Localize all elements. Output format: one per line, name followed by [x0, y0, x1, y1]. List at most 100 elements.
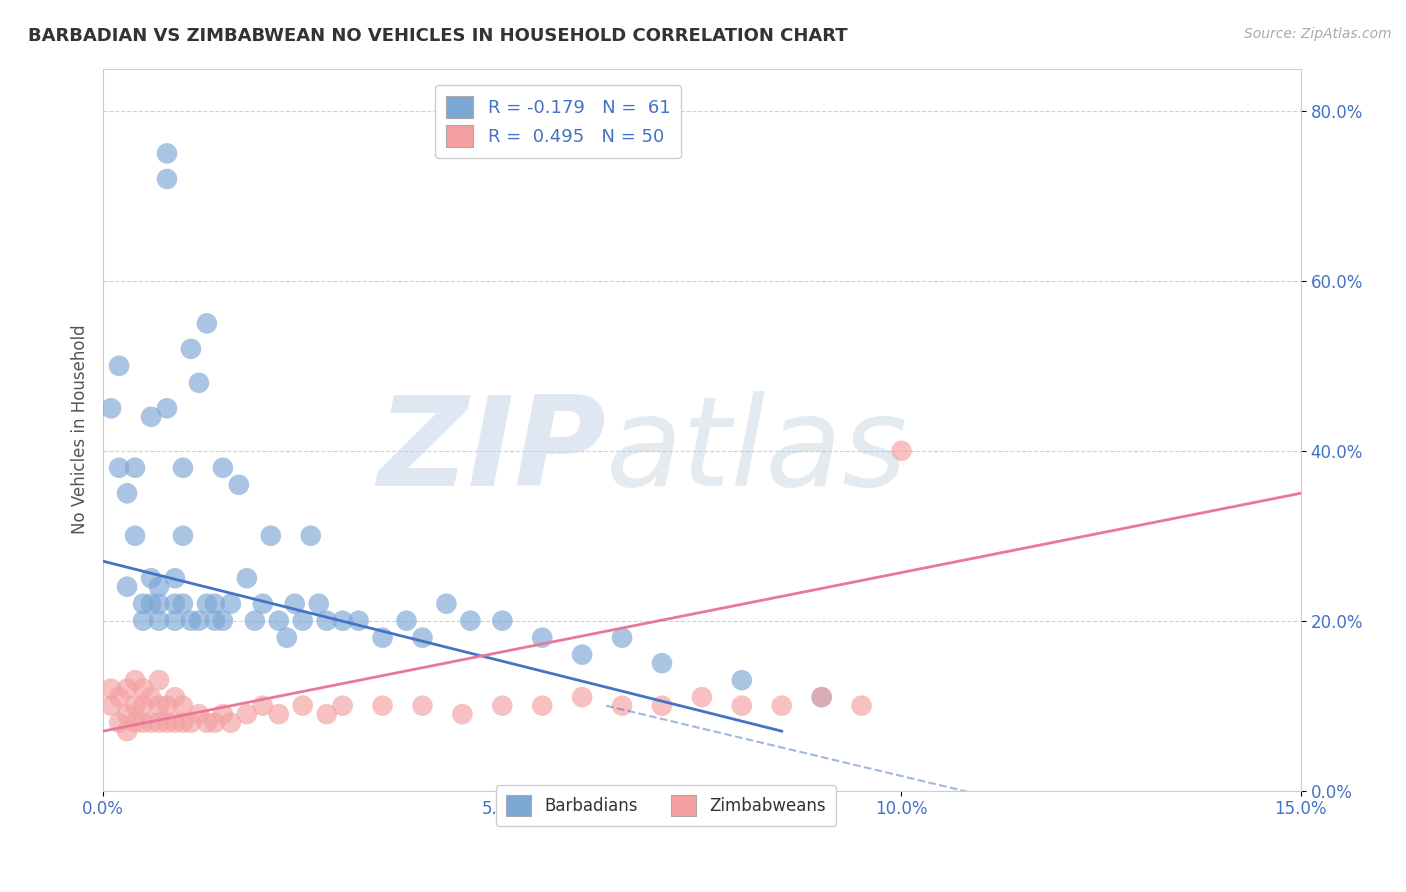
Point [731, 673, 754, 688]
Point [491, 614, 513, 628]
Point [124, 715, 146, 730]
Point [411, 631, 433, 645]
Point [291, 614, 314, 628]
Point [236, 571, 259, 585]
Point [610, 631, 633, 645]
Text: atlas: atlas [606, 391, 908, 512]
Point [180, 614, 202, 628]
Point [451, 707, 474, 722]
Point [219, 597, 242, 611]
Point [100, 681, 122, 696]
Point [139, 409, 162, 424]
Point [139, 690, 162, 705]
Point [810, 690, 832, 705]
Point [163, 715, 186, 730]
Point [132, 681, 155, 696]
Point [731, 698, 754, 713]
Point [187, 376, 209, 390]
Point [163, 597, 186, 611]
Point [571, 690, 593, 705]
Point [163, 614, 186, 628]
Point [371, 631, 394, 645]
Point [460, 614, 482, 628]
Point [100, 401, 122, 416]
Point [332, 698, 354, 713]
Point [148, 698, 170, 713]
Point [690, 690, 713, 705]
Point [172, 698, 194, 713]
Point [315, 614, 337, 628]
Point [139, 597, 162, 611]
Point [371, 698, 394, 713]
Point [115, 681, 138, 696]
Point [252, 698, 274, 713]
Point [124, 529, 146, 543]
Point [204, 597, 226, 611]
Point [228, 477, 250, 491]
Point [132, 715, 155, 730]
Point [172, 597, 194, 611]
Point [163, 571, 186, 585]
Point [267, 614, 290, 628]
Point [156, 401, 179, 416]
Point [531, 698, 554, 713]
Point [204, 614, 226, 628]
Point [260, 529, 283, 543]
Point [124, 460, 146, 475]
Point [156, 698, 179, 713]
Point [172, 460, 194, 475]
Point [212, 614, 235, 628]
Point [156, 146, 179, 161]
Point [139, 571, 162, 585]
Point [115, 486, 138, 500]
Point [252, 597, 274, 611]
Point [212, 707, 235, 722]
Point [651, 656, 673, 670]
Point [770, 698, 793, 713]
Point [132, 597, 155, 611]
Point [204, 715, 226, 730]
Point [276, 631, 298, 645]
Point [108, 460, 131, 475]
Point [491, 698, 513, 713]
Point [651, 698, 673, 713]
Point [124, 698, 146, 713]
Point [115, 580, 138, 594]
Legend: Barbadians, Zimbabweans: Barbadians, Zimbabweans [496, 785, 837, 826]
Point [347, 614, 370, 628]
Point [267, 707, 290, 722]
Point [156, 172, 179, 186]
Y-axis label: No Vehicles in Household: No Vehicles in Household [72, 325, 89, 534]
Point [156, 715, 179, 730]
Point [299, 529, 322, 543]
Point [124, 673, 146, 688]
Text: BARBADIAN VS ZIMBABWEAN NO VEHICLES IN HOUSEHOLD CORRELATION CHART: BARBADIAN VS ZIMBABWEAN NO VEHICLES IN H… [28, 27, 848, 45]
Point [195, 317, 218, 331]
Point [115, 724, 138, 739]
Point [571, 648, 593, 662]
Point [243, 614, 266, 628]
Point [332, 614, 354, 628]
Point [180, 342, 202, 356]
Point [810, 690, 832, 705]
Point [187, 707, 209, 722]
Point [395, 614, 418, 628]
Point [115, 707, 138, 722]
Point [132, 698, 155, 713]
Point [436, 597, 458, 611]
Point [219, 715, 242, 730]
Point [148, 715, 170, 730]
Point [132, 614, 155, 628]
Point [148, 597, 170, 611]
Point [212, 460, 235, 475]
Point [195, 597, 218, 611]
Point [195, 715, 218, 730]
Point [172, 529, 194, 543]
Point [291, 698, 314, 713]
Point [180, 715, 202, 730]
Point [411, 698, 433, 713]
Point [148, 580, 170, 594]
Text: ZIP: ZIP [377, 391, 606, 512]
Point [108, 359, 131, 373]
Point [108, 690, 131, 705]
